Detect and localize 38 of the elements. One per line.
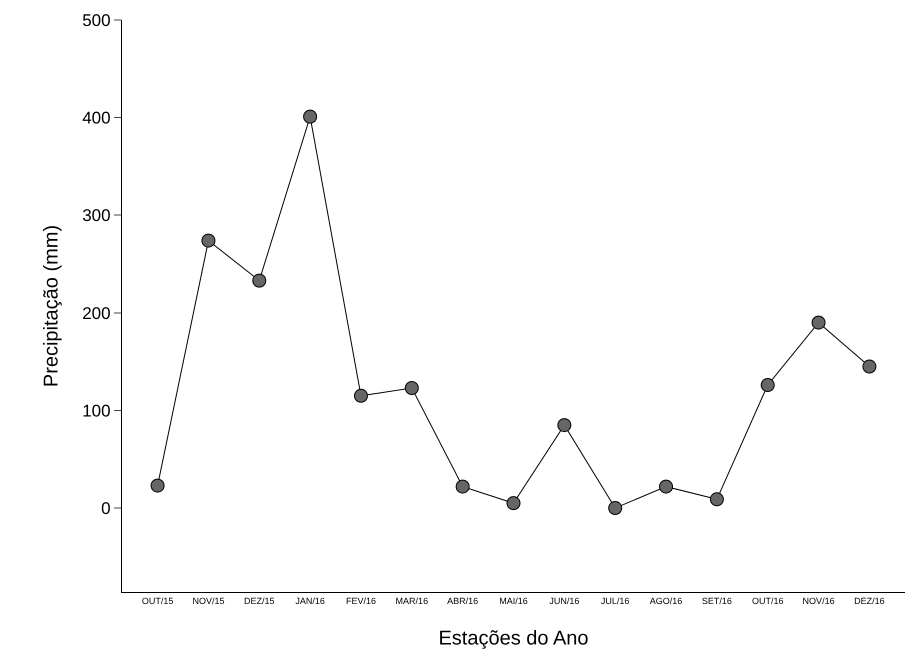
- x-tick-label: FEV/16: [346, 596, 376, 606]
- x-tick-label: DEZ/16: [854, 596, 885, 606]
- x-tick-label: MAI/16: [499, 596, 528, 606]
- point: [150, 478, 165, 493]
- point: [354, 388, 368, 403]
- point: [201, 234, 216, 248]
- x-tick-label: ABR/16: [447, 596, 478, 606]
- point: [557, 418, 572, 432]
- y-tick-label: 400: [82, 108, 111, 128]
- point: [252, 274, 266, 288]
- x-tick-label: OUT/15: [142, 596, 174, 606]
- y-tick-label: 200: [82, 304, 111, 323]
- x-tick-label: DEZ/15: [244, 596, 275, 606]
- y-axis-title: Precipitação (mm): [40, 224, 63, 388]
- x-tick-label: JAN/16: [295, 596, 325, 606]
- x-tick-label: MAR/16: [396, 596, 428, 606]
- x-tick-label: SET/16: [702, 596, 732, 606]
- y-tick-label: 0: [101, 499, 111, 518]
- x-axis-title: Estações do Ano: [438, 627, 589, 650]
- x-tick-label: JUL/16: [600, 596, 630, 606]
- point: [760, 378, 775, 392]
- point: [456, 480, 470, 494]
- y-tick-label: 100: [82, 401, 111, 420]
- point: [862, 360, 876, 374]
- point: [659, 480, 674, 494]
- point: [812, 316, 826, 330]
- x-tick-label: NOV/15: [192, 596, 224, 606]
- x-tick-label: NOV/16: [802, 596, 835, 606]
- point: [404, 380, 419, 395]
- point: [303, 110, 318, 124]
- x-tick-label: OUT/16: [752, 596, 784, 606]
- y-tick-label: 300: [82, 206, 111, 226]
- x-tick-label: JUN/16: [549, 596, 580, 606]
- point: [710, 492, 724, 506]
- point: [608, 501, 622, 516]
- x-tick-label: AGO/16: [650, 596, 682, 606]
- point: [506, 496, 520, 510]
- y-tick-label: 500: [82, 10, 111, 30]
